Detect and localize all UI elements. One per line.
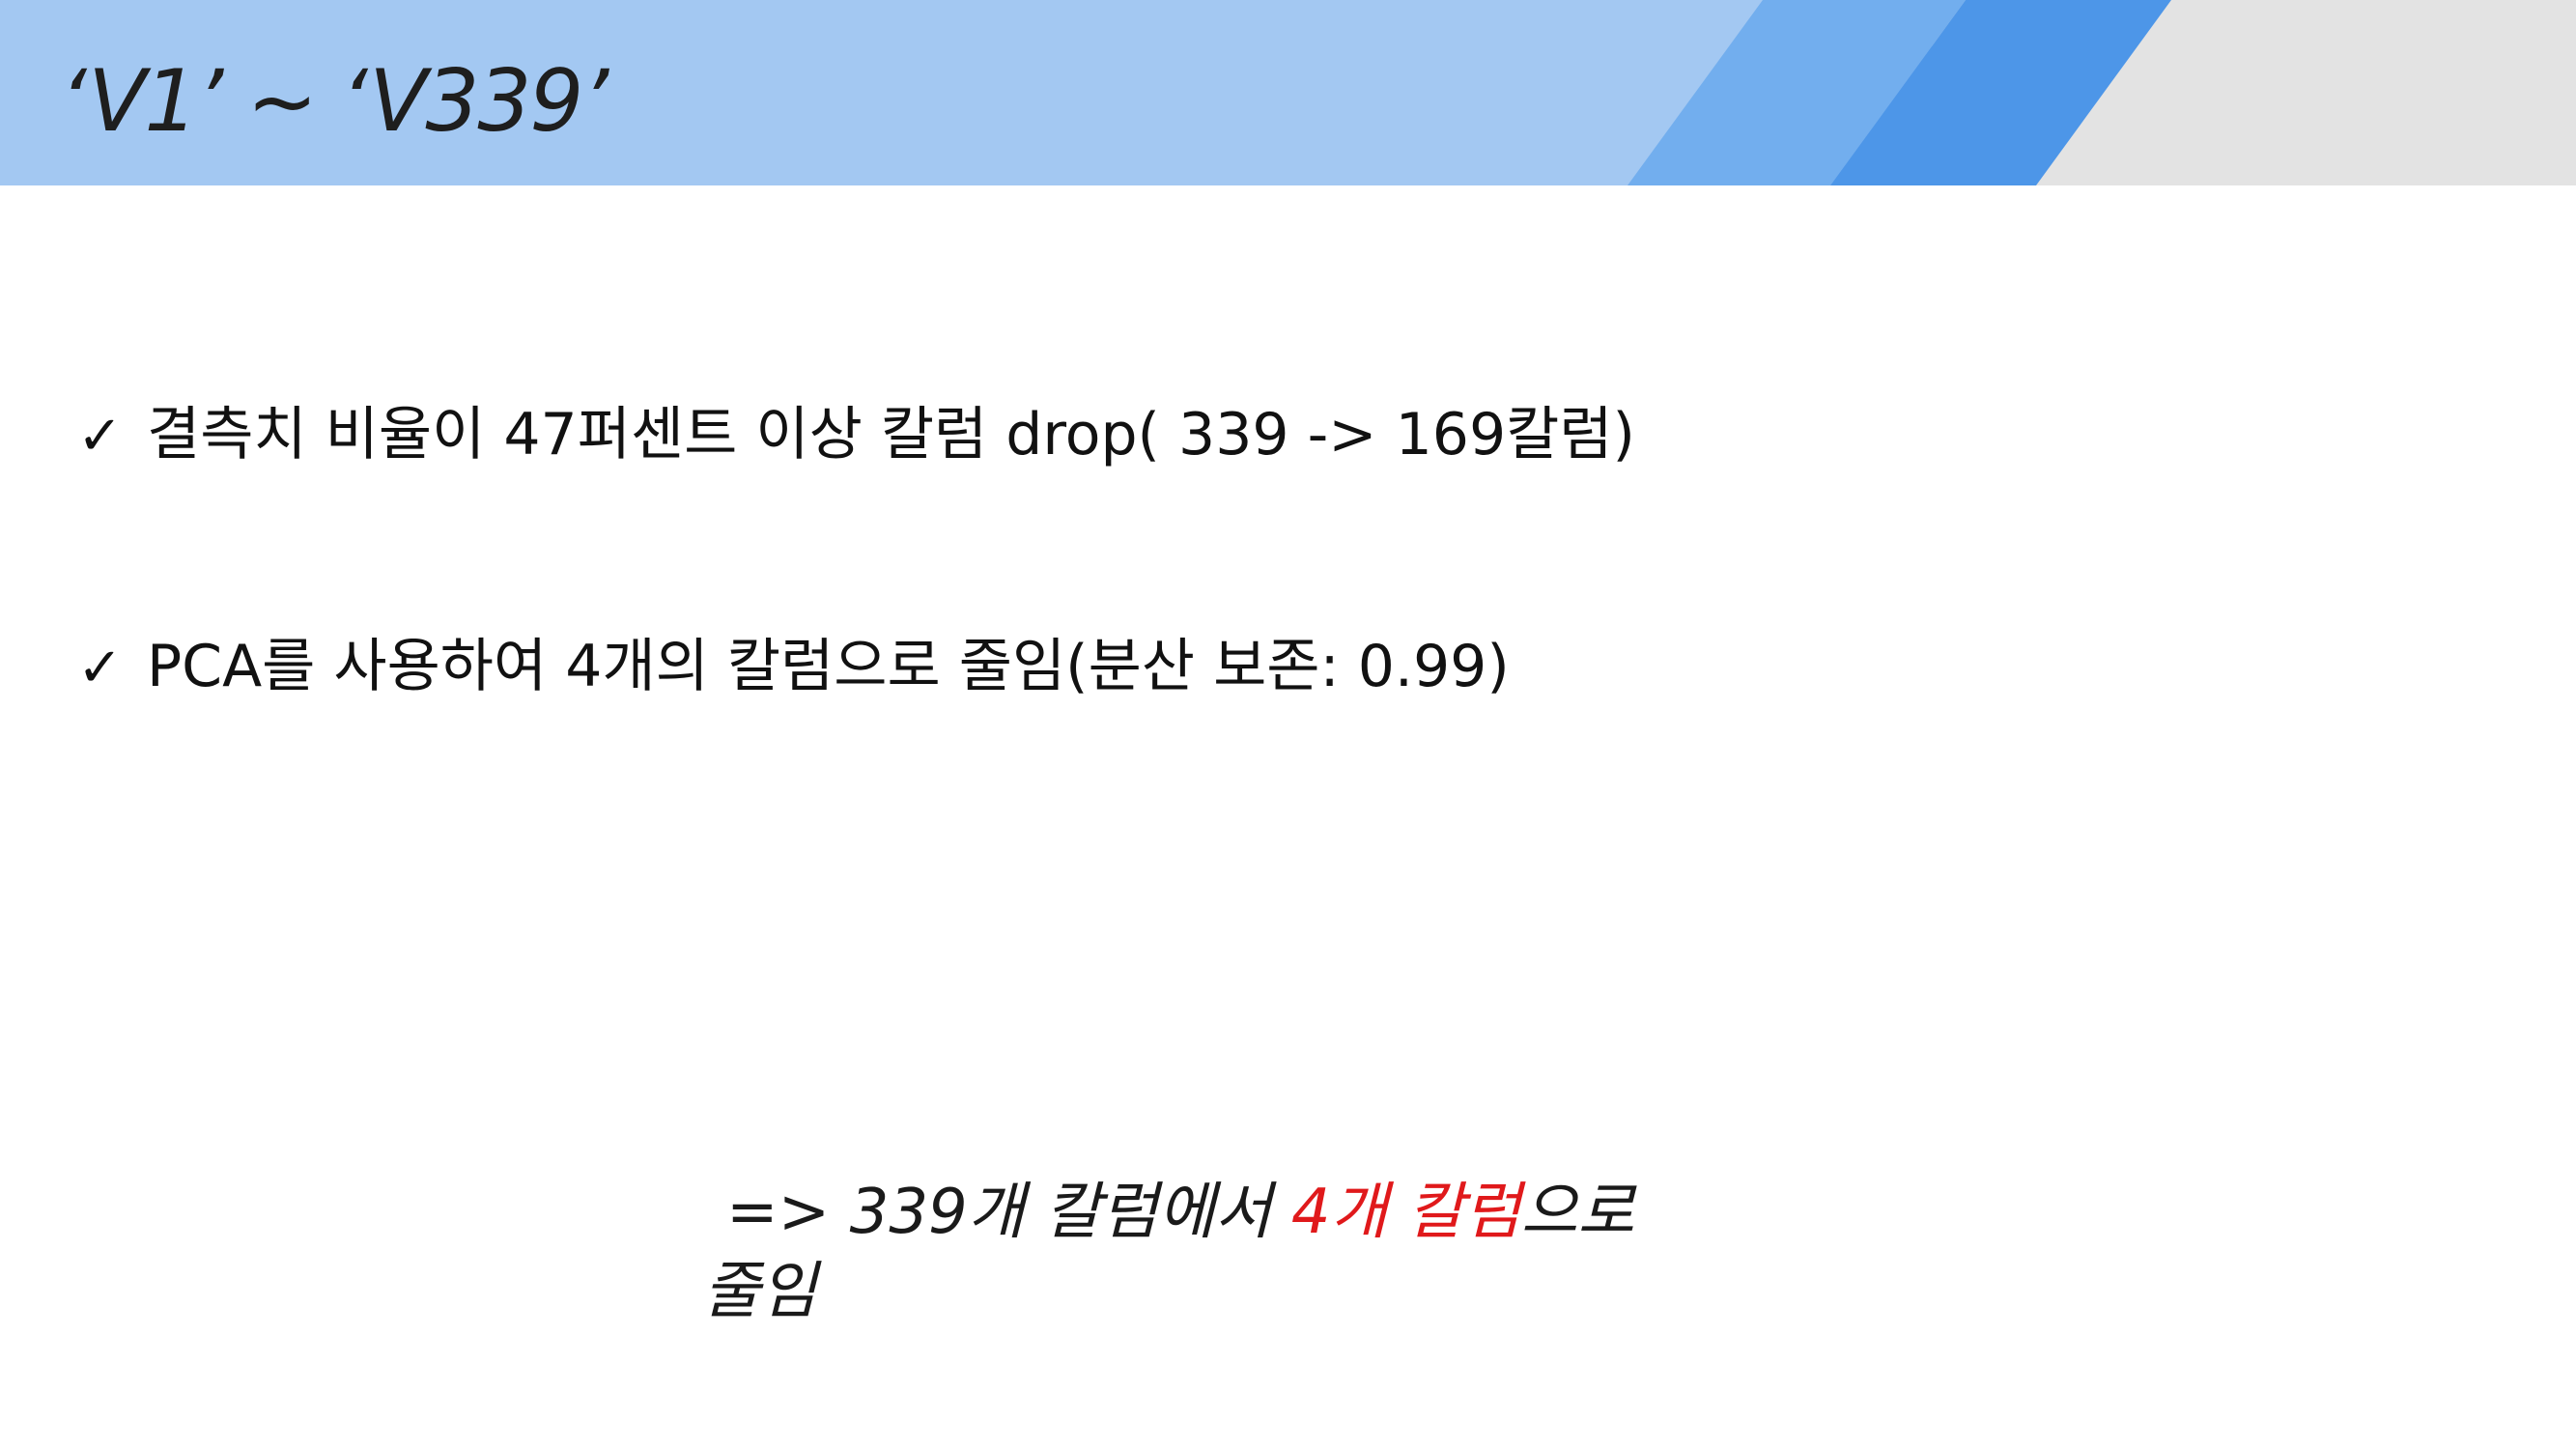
conclusion-suffix: 으로 [1520,1177,1635,1248]
conclusion-prefix: => 339개 칼럼에서 [726,1177,1291,1248]
header-light-blue-bar [0,0,1932,185]
conclusion-highlight: 4개 칼럼 [1290,1177,1521,1248]
conclusion-text: => 339개 칼럼에서 4개 칼럼으로 줄임 [703,1173,1766,1331]
check-icon: ✓ [77,405,123,468]
header-strong-blue-stripe [1830,0,2171,185]
header-decoration [0,0,2576,185]
header-mid-blue-stripe [1628,0,1966,185]
conclusion-line-1: => 339개 칼럼에서 4개 칼럼으로 [703,1173,1766,1252]
bullet-item-drop-columns: ✓ 결측치 비율이 47퍼센트 이상 칼럼 drop( 339 -> 169칼럼) [77,391,1635,478]
bullet-text: PCA를 사용하여 4개의 칼럼으로 줄임(분산 보존: 0.99) [147,633,1510,700]
conclusion-line-2: 줄임 [703,1256,817,1327]
header-band [0,0,2576,185]
slide-title: ‘V1’ ~ ‘V339’ [60,51,609,151]
bullet-item-pca: ✓ PCA를 사용하여 4개의 칼럼으로 줄임(분산 보존: 0.99) [77,623,1510,710]
check-icon: ✓ [77,637,123,699]
bullet-text: 결측치 비율이 47퍼센트 이상 칼럼 drop( 339 -> 169칼럼) [147,401,1635,469]
